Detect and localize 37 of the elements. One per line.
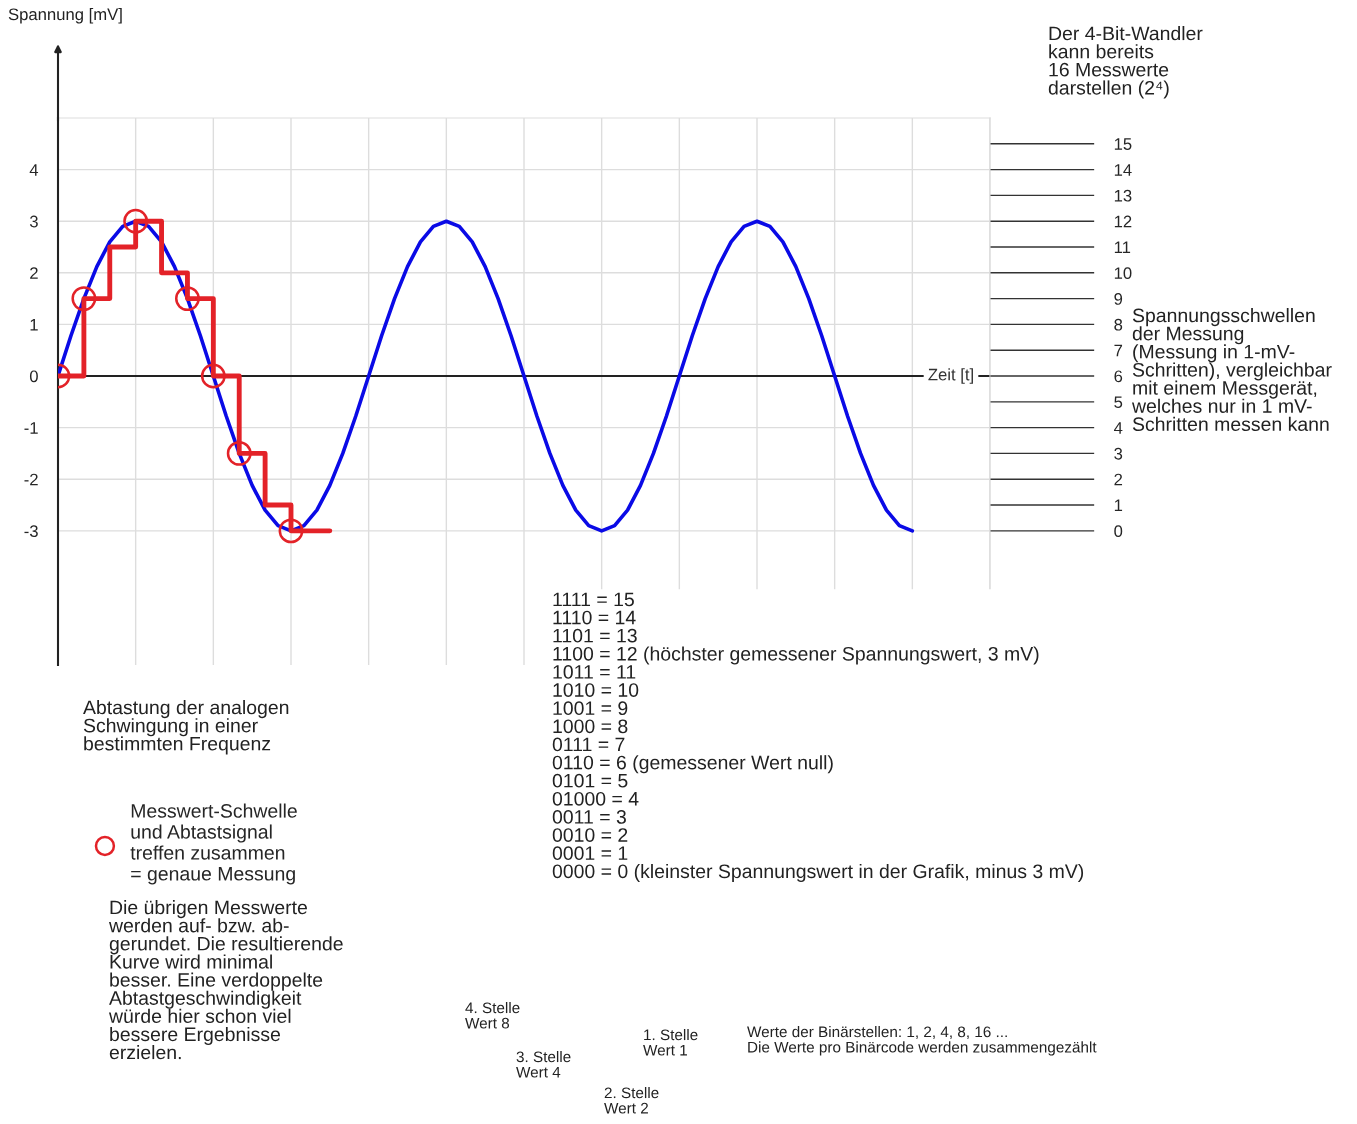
x-axis-title: Zeit [t] [928, 368, 973, 384]
y2-tick-label: 1 [1114, 499, 1123, 512]
y-tick-label: -3 [24, 525, 38, 538]
legend-label: Messwert-Schwelle und Abtastsignal treffen zusammen = genaue Messung [130, 803, 297, 885]
y2-tick-label: 11 [1114, 241, 1131, 254]
y-tick-label: 3 [29, 215, 38, 228]
text: 2. Stelle Wert 2 [604, 1087, 659, 1114]
text: Abtastung der analogen Schwingung in einer bestimmten Frequenz [83, 700, 289, 755]
y2-tick-label: 4 [1113, 422, 1123, 434]
y-tick-label: -2 [24, 473, 38, 486]
y-tick-label: 0 [29, 370, 38, 383]
text: 3. Stelle Wert 4 [516, 1051, 571, 1078]
text: Werte der Binärstellen: 1, 2, 4, 8, 16 ... Die Werte pro Binärcode werden zusammengezählt [747, 1026, 1097, 1056]
y2-tick-label: 7 [1114, 344, 1123, 357]
text: Der 4-Bit-Wandler kann bereits 16 Messwerte darstellen (2⁴) [1048, 26, 1203, 99]
text: Spannung [mV] [8, 8, 122, 24]
y-tick-label: 2 [30, 267, 38, 279]
y2-tick-label: 0 [1114, 525, 1123, 538]
y-tick-label: -1 [24, 422, 38, 434]
y2-tick-label: 6 [1114, 370, 1123, 383]
y2-tick-label: 8 [1114, 318, 1123, 331]
y-tick-label: 1 [30, 318, 38, 331]
text: 4. Stelle Wert 8 [465, 1002, 520, 1029]
y2-tick-label: 9 [1114, 293, 1123, 305]
text: 1. Stelle Wert 1 [643, 1029, 698, 1056]
text: 1111 = 15 1110 = 14 1101 = 13 1100 = 12 (höchster gemessener Spannungswert, 3 mV) 1011 = 11 1010 = 10 1001 = 9 1000 = 8 0111 = 7 0110 = 6 (gemessener Wert null) 0101 = 5 01000 = 4 0011 = 3 0010 = 2 0001 = 1 0000 = 0 (kleinster Spannungswert in der Grafik, minus 3 mV) [552, 592, 1084, 883]
y2-tick-label: 10 [1114, 267, 1132, 280]
y2-tick-label: 15 [1114, 138, 1132, 151]
y-tick-label: 4 [29, 164, 39, 176]
text: Spannungsschwellen der Messung (Messung in 1-mV- Schritten), vergleichbar mit einem Messgerät, welches nur in 1 mV- Schritten messen kann [1131, 308, 1332, 432]
y2-tick-label: 14 [1114, 164, 1132, 176]
text: Die übrigen Messwerte werden auf- bzw. ab- gerundet. Die resultierende Kurve wird minimal besser. Eine verdoppelte Abtastgeschwindigkeit würde hier schon viel bessere Ergebnisse erzielen. [108, 900, 343, 1060]
y2-tick-label: 5 [1114, 396, 1123, 409]
y2-tick-label: 2 [1114, 473, 1123, 486]
y2-tick-label: 3 [1114, 447, 1123, 460]
y2-tick-label: 12 [1114, 215, 1132, 228]
y2-tick-label: 13 [1114, 189, 1132, 202]
